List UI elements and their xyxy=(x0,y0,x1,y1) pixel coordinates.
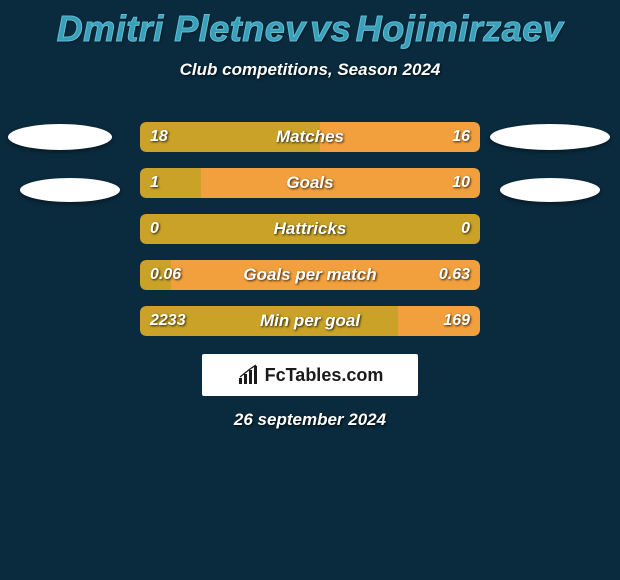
date-label: 26 september 2024 xyxy=(0,410,620,430)
stat-bar-right xyxy=(201,168,480,198)
stats-container: 1816Matches110Goals00Hattricks0.060.63Go… xyxy=(0,122,620,336)
stat-row: 0.060.63Goals per match xyxy=(0,260,620,290)
fctables-logo[interactable]: FcTables.com xyxy=(202,354,418,396)
player-left-avatar-bottom xyxy=(20,178,120,202)
comparison-title: Dmitri Pletnev vs Hojimirzaev xyxy=(0,0,620,50)
player-left-avatar-top xyxy=(8,124,112,150)
stat-value-right: 16 xyxy=(452,122,470,152)
stat-value-right: 10 xyxy=(452,168,470,198)
stat-value-left: 18 xyxy=(150,122,168,152)
player-right-avatar-bottom xyxy=(500,178,600,202)
stat-value-right: 0 xyxy=(461,214,470,244)
stat-value-left: 1 xyxy=(150,168,159,198)
title-vs: vs xyxy=(310,8,351,49)
stat-value-left: 2233 xyxy=(150,306,186,336)
stat-bar-track xyxy=(140,306,480,336)
stat-value-right: 169 xyxy=(443,306,470,336)
stat-row: 2233169Min per goal xyxy=(0,306,620,336)
stat-value-right: 0.63 xyxy=(439,260,470,290)
stat-value-left: 0.06 xyxy=(150,260,181,290)
stat-bar-track xyxy=(140,168,480,198)
logo-text: FcTables.com xyxy=(265,365,384,386)
stat-row: 00Hattricks xyxy=(0,214,620,244)
stat-value-left: 0 xyxy=(150,214,159,244)
subtitle: Club competitions, Season 2024 xyxy=(0,60,620,80)
stat-bar-track xyxy=(140,122,480,152)
stat-bar-right xyxy=(171,260,480,290)
stat-bar-left xyxy=(140,214,480,244)
player-right-name: Hojimirzaev xyxy=(356,8,564,49)
stat-bar-track xyxy=(140,214,480,244)
player-left-name: Dmitri Pletnev xyxy=(57,8,306,49)
bar-chart-icon xyxy=(237,364,259,386)
player-right-avatar-top xyxy=(490,124,610,150)
stat-bar-track xyxy=(140,260,480,290)
